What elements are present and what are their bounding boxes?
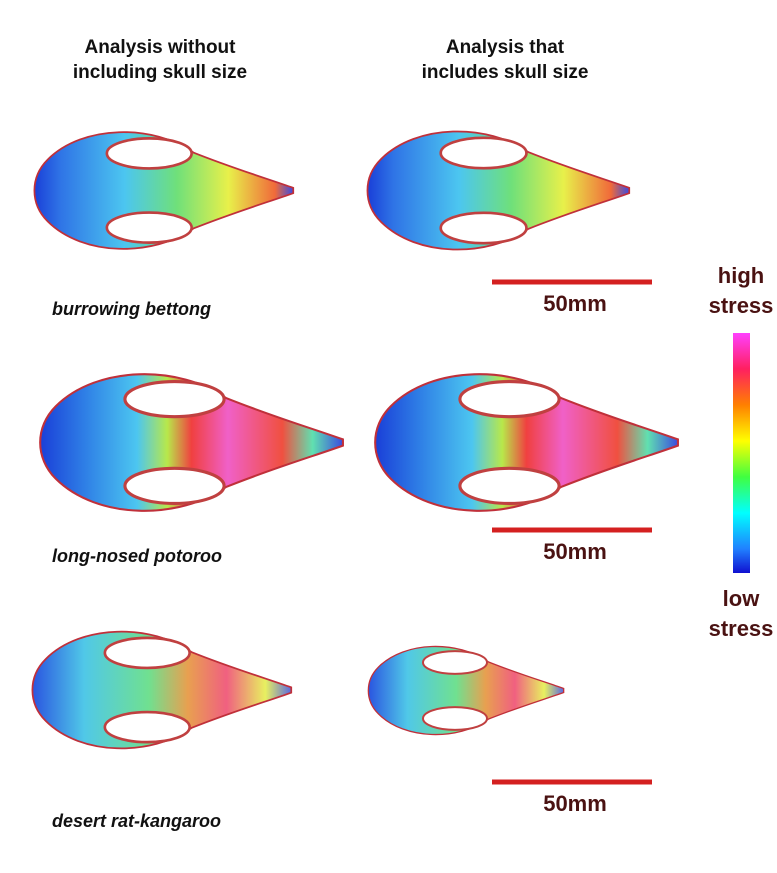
- column-header: Analysis that: [446, 37, 565, 58]
- species-label: burrowing bettong: [52, 299, 211, 319]
- legend-label: high: [718, 263, 764, 288]
- skull-image: [365, 129, 631, 252]
- legend-label: low: [723, 586, 761, 611]
- skull-image: [367, 645, 565, 736]
- color-bar: [733, 333, 750, 573]
- column-header: including skull size: [73, 62, 247, 83]
- species-label: desert rat-kangaroo: [52, 811, 221, 831]
- scale-label: 50mm: [543, 539, 607, 564]
- legend-label: stress: [709, 293, 774, 318]
- skull-image: [38, 372, 345, 513]
- skull-image: [32, 130, 295, 251]
- column-header: includes skull size: [422, 62, 589, 83]
- species-label: long-nosed potoroo: [52, 546, 222, 566]
- skull-image: [373, 372, 680, 513]
- legend-label: stress: [709, 616, 774, 641]
- column-header: Analysis without: [85, 37, 237, 58]
- scale-label: 50mm: [543, 791, 607, 816]
- scale-label: 50mm: [543, 291, 607, 316]
- skull-image: [30, 630, 293, 750]
